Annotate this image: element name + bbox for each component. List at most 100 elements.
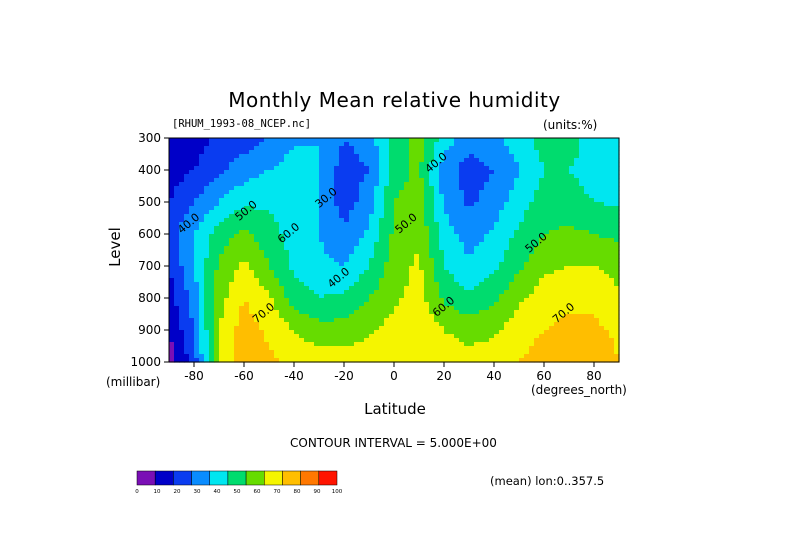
field-cell [169,258,175,263]
field-cell [449,242,455,247]
field-cell [474,162,480,167]
field-cell [534,178,540,183]
field-cell [479,302,485,307]
field-cell [269,174,275,179]
field-cell [354,194,360,199]
field-cell [324,262,330,267]
field-cell [264,326,270,331]
field-cell [509,266,515,271]
field-cell [504,314,510,319]
field-cell [384,246,390,251]
field-cell [589,218,595,223]
field-cell [479,278,485,283]
field-cell [524,138,530,143]
field-cell [389,306,395,311]
field-cell [589,150,595,155]
field-cell [229,262,235,267]
field-cell [259,226,265,231]
field-cell [459,326,465,331]
field-cell [524,222,530,227]
field-cell [199,282,205,287]
field-cell [279,306,285,311]
field-cell [284,274,290,279]
field-cell [354,158,360,163]
field-cell [184,210,190,215]
field-cell [439,310,445,315]
field-cell [514,230,520,235]
field-cell [269,346,275,351]
field-cell [414,226,420,231]
field-cell [549,230,555,235]
field-cell [354,270,360,275]
field-cell [459,146,465,151]
field-cell [604,310,610,315]
field-cell [279,162,285,167]
field-cell [494,150,500,155]
field-cell [309,174,315,179]
field-cell [264,154,270,159]
field-cell [204,190,210,195]
field-cell [499,138,505,143]
field-cell [269,202,275,207]
field-cell [539,210,545,215]
field-cell [344,182,350,187]
field-cell [244,218,250,223]
field-cell [219,234,225,239]
field-cell [329,354,335,359]
field-cell [524,306,530,311]
field-cell [194,262,200,267]
field-cell [409,258,415,263]
field-cell [339,358,345,363]
field-cell [399,238,405,243]
field-cell [459,346,465,351]
field-cell [549,142,555,147]
field-cell [264,162,270,167]
field-cell [504,286,510,291]
field-cell [519,154,525,159]
field-cell [294,322,300,327]
field-cell [214,166,220,171]
field-cell [484,146,490,151]
field-cell [599,306,605,311]
field-cell [169,294,175,299]
field-cell [359,254,365,259]
field-cell [299,218,305,223]
field-cell [604,294,610,299]
field-cell [319,242,325,247]
field-cell [279,146,285,151]
field-cell [199,266,205,271]
field-cell [419,198,425,203]
field-cell [449,270,455,275]
field-cell [519,166,525,171]
field-cell [324,246,330,251]
field-cell [214,238,220,243]
field-cell [389,202,395,207]
field-cell [219,150,225,155]
field-cell [414,170,420,175]
field-cell [339,182,345,187]
field-cell [174,358,180,363]
field-cell [374,198,380,203]
field-cell [289,338,295,343]
field-cell [249,330,255,335]
field-cell [579,158,585,163]
field-cell [564,262,570,267]
field-cell [409,210,415,215]
field-cell [584,226,590,231]
field-cell [384,306,390,311]
field-cell [559,334,565,339]
field-cell [354,206,360,211]
field-cell [369,158,375,163]
field-cell [239,302,245,307]
field-cell [539,262,545,267]
field-cell [369,242,375,247]
field-cell [559,158,565,163]
field-cell [254,282,260,287]
field-cell [574,314,580,319]
field-cell [499,342,505,347]
field-cell [384,350,390,355]
field-cell [274,226,280,231]
field-cell [399,286,405,291]
field-cell [329,254,335,259]
field-cell [294,194,300,199]
